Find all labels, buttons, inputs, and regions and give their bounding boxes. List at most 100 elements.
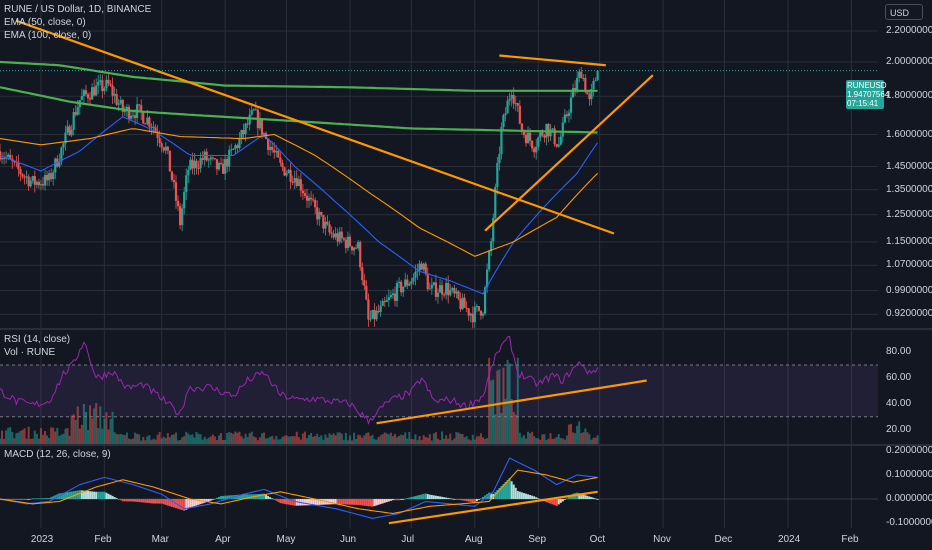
volume-bar [228, 432, 231, 444]
volume-bar [492, 379, 495, 444]
candle-body [271, 146, 274, 151]
volume-bar [127, 438, 130, 444]
candle-body [285, 173, 288, 176]
macd-histogram-bar [97, 491, 100, 500]
macd-histogram-bar [209, 499, 212, 501]
macd-histogram-bar [412, 496, 415, 500]
macd-histogram-bar [166, 499, 169, 506]
candle-body [262, 133, 266, 135]
volume-bar [547, 438, 550, 444]
candle-body [385, 299, 388, 302]
volume-bar [134, 432, 137, 444]
x-tick-label: 2024 [777, 534, 801, 545]
candle-body [283, 167, 286, 176]
candle-body [465, 307, 468, 309]
volume-bar [170, 434, 173, 444]
ema50-legend[interactable]: EMA (50, close, 0) [4, 17, 86, 28]
candle-body [142, 112, 145, 124]
macd-legend[interactable]: MACD (12, 26, close, 9) [4, 449, 111, 460]
price-tick-label: 1.25000000 [886, 208, 932, 220]
volume-bar [287, 436, 290, 444]
macd-histogram-bar [504, 482, 507, 500]
volume-bar [21, 429, 24, 444]
volume-bar [393, 434, 396, 444]
candle-body [389, 295, 393, 298]
volume-bar [220, 432, 223, 444]
macd-histogram-bar [62, 492, 65, 500]
candle-body [469, 313, 472, 316]
macd-histogram-bar [222, 495, 225, 500]
volume-bar [353, 432, 356, 444]
ema100-legend[interactable]: EMA (100, close, 0) [4, 30, 92, 41]
volume-bar [404, 432, 407, 444]
candle-body [340, 231, 343, 239]
macd-histogram-bar [420, 494, 423, 500]
macd-histogram-bar [383, 499, 386, 503]
candle-body [541, 132, 544, 136]
volume-bar [496, 370, 499, 444]
candle-body [451, 288, 454, 291]
candle-body [72, 112, 75, 130]
macd-histogram-bar [551, 499, 554, 505]
candle-body [277, 150, 280, 158]
volume-bar [224, 439, 227, 444]
macd-line [0, 457, 598, 519]
volume-bar [46, 435, 49, 444]
candle-body [82, 90, 86, 97]
candle-body [502, 115, 505, 128]
candle-body [363, 280, 366, 286]
volume-bar [273, 439, 276, 444]
volume-bar [74, 420, 77, 444]
macd-histogram-bar [177, 499, 180, 509]
x-tick-label: Dec [714, 534, 733, 545]
macd-histogram-bar [391, 499, 394, 501]
macd-histogram-bar [498, 487, 501, 500]
x-tick-label: May [276, 534, 296, 545]
macd-histogram-bar [447, 497, 450, 500]
volume-bar [82, 404, 85, 444]
volume-bar [308, 434, 311, 444]
candle-body [199, 158, 202, 169]
rsi-tick-label: 20.00 [886, 423, 912, 435]
candle-body [115, 94, 118, 105]
price-tick-label: 1.60000000 [886, 128, 932, 140]
macd-histogram-bar [357, 499, 360, 505]
macd-histogram-bar [563, 499, 566, 500]
macd-trendline [388, 490, 598, 525]
candle-body [31, 176, 34, 181]
chart-title: RUNE / US Dollar, 1D, BINANCE [4, 4, 152, 15]
candle-body [397, 281, 401, 283]
candle-body [2, 158, 6, 160]
volume-bar [64, 428, 67, 444]
volume-bar [553, 438, 556, 444]
macd-histogram-bar [510, 481, 513, 500]
volume-bar [389, 432, 392, 444]
macd-histogram-bar [41, 498, 44, 500]
volume-bar [582, 432, 585, 444]
volume-bar [260, 433, 263, 444]
rsi-legend[interactable]: RSI (14, close) [4, 334, 71, 345]
macd-histogram-bar [588, 496, 591, 500]
volume-bar [443, 438, 446, 444]
volume-bar [60, 434, 63, 444]
volume-bar [408, 431, 411, 444]
candle-body [422, 263, 425, 270]
candle-body [555, 144, 558, 147]
volume-bar [101, 428, 104, 444]
price-tick-label: 1.15000000 [886, 235, 932, 247]
candle-body [420, 263, 423, 270]
volume-legend[interactable]: Vol · RUNE [4, 347, 56, 358]
macd-histogram-bar [215, 497, 218, 500]
macd-histogram-bar [449, 498, 452, 500]
currency-button[interactable]: USD [885, 4, 923, 20]
macd-histogram-bar [441, 496, 444, 500]
macd-histogram-bar [406, 498, 409, 500]
candle-body [490, 241, 493, 252]
macd-histogram-bar [195, 499, 198, 506]
volume-bar [504, 398, 507, 444]
candle-body [109, 83, 112, 86]
volume-bar [132, 438, 135, 444]
volume-bar [488, 357, 491, 444]
candle-body [41, 184, 45, 186]
